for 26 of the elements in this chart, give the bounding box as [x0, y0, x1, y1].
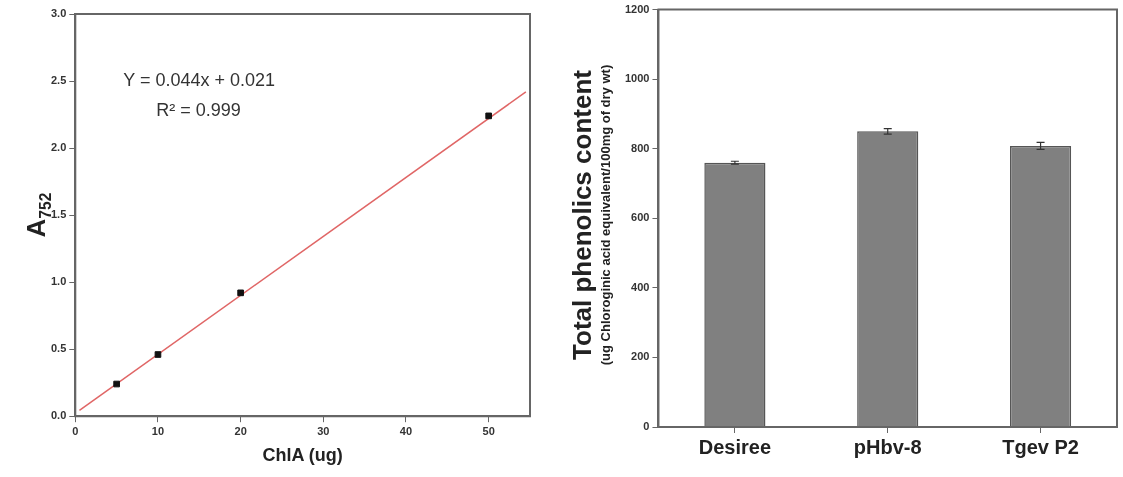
annotation: Y = 0.044x + 0.021 — [123, 69, 276, 90]
y-tick-label: 600 — [631, 211, 650, 224]
x-tick-label: 0 — [72, 424, 79, 437]
x-tick-label: 20 — [234, 424, 247, 437]
x-tick-label: 40 — [399, 424, 413, 437]
y-tick-label: 0.0 — [50, 409, 67, 422]
y-axis-title: Total phenolics content (ug Chloroginic acid equivalent/100mg of dry wt) — [567, 64, 613, 366]
x-tick-label: 30 — [317, 424, 330, 437]
y-tick-label: 2.5 — [50, 74, 67, 87]
annotation: R² = 0.999 — [156, 99, 241, 120]
y-tick-label: 1000 — [624, 72, 650, 85]
y-tick-label: 200 — [631, 350, 650, 363]
y-tick-label: 400 — [631, 280, 650, 293]
x-tick-label: Tgev P2 — [1002, 435, 1079, 458]
y-tick-label: 1.0 — [50, 275, 67, 288]
y-tick-label: 1.5 — [50, 208, 67, 221]
y-tick-label: 800 — [631, 141, 650, 154]
y-tick-label: 3.0 — [50, 7, 67, 20]
y-tick-label: 1200 — [624, 2, 650, 15]
x-tick-label: 10 — [151, 424, 165, 437]
x-tick-label: Desiree — [698, 435, 772, 458]
x-tick-label: 50 — [482, 424, 495, 437]
y-tick-label: 0.5 — [50, 342, 67, 355]
x-axis-title: ChlA (ug) — [262, 445, 343, 466]
y-tick-label: 2.0 — [50, 141, 67, 154]
x-tick-label: pHbv-8 — [853, 435, 922, 458]
